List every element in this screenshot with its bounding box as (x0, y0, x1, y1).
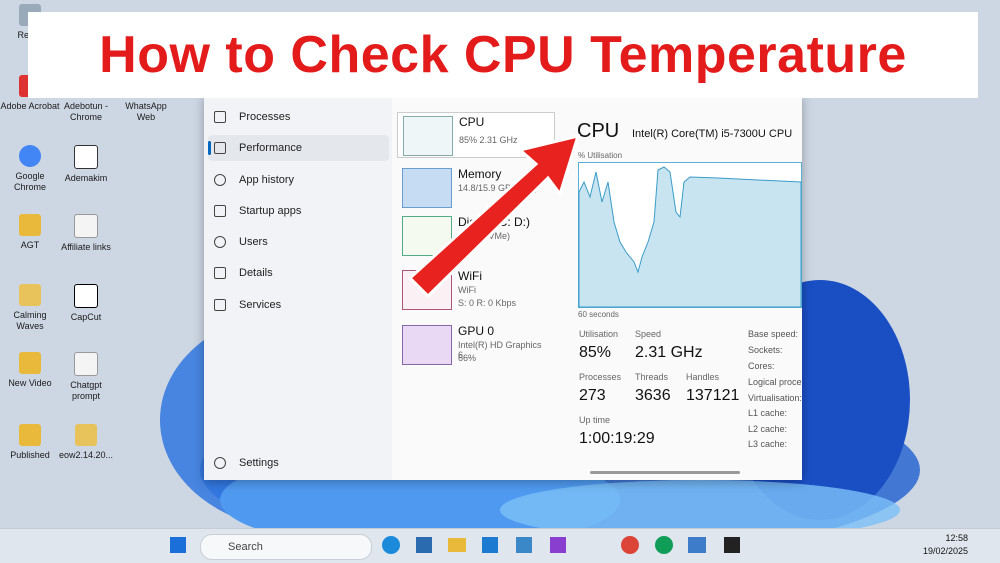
search-box[interactable]: Search (200, 534, 372, 560)
spec-label: L1 cache: (748, 408, 788, 418)
icon-label: eow2.14.20... (58, 450, 114, 460)
desktop-icon[interactable]: Published (0, 424, 60, 461)
spec-label: L2 cache: (748, 424, 788, 434)
icon-label: WhatsApp Web (125, 101, 167, 122)
spec-label: Cores: (748, 361, 775, 371)
nav-item[interactable]: Settings (214, 457, 279, 469)
stat-value: 2.31 GHz (635, 344, 703, 361)
device-detail: 85% 2.31 GHz (459, 135, 518, 145)
nav-label: Users (239, 236, 268, 248)
stat-value: 1:00:19:29 (579, 430, 655, 447)
start-button[interactable] (170, 537, 186, 553)
stat-label: Threads (635, 372, 669, 382)
stat-label: Speed (635, 329, 662, 339)
taskbar (0, 528, 1000, 563)
device-detail: 66% (458, 353, 477, 363)
desktop-icon[interactable]: eow2.14.20... (56, 424, 116, 461)
taskbar-apps (382, 536, 740, 554)
nav-selection (208, 135, 389, 161)
desktop-icon[interactable]: Calming Waves (0, 284, 60, 332)
device-name: GPU 0 (458, 324, 495, 338)
icon-label: Google Chrome (13, 171, 46, 192)
spec-label: Logical proce (748, 377, 802, 387)
device-detail: WiFi (458, 285, 476, 295)
icon-label: Chatgpt prompt (70, 380, 102, 401)
graph-span: 60 seconds (578, 310, 619, 319)
detail-title: CPU (577, 120, 620, 142)
nav-item[interactable]: Details (214, 267, 273, 279)
thumb (402, 325, 452, 365)
device-item[interactable]: Memory 14.8/15.9 GB (93%) (397, 165, 555, 211)
device-detail: S: 0 R: 0 Kbps (458, 298, 517, 308)
nav-label: Settings (239, 457, 279, 469)
nav-item[interactable]: Processes (214, 111, 290, 123)
stat-label: Up time (579, 415, 611, 425)
nav-label: Details (239, 267, 273, 279)
clock-time: 12:58 (945, 533, 968, 543)
nav-label: Performance (239, 142, 302, 154)
thumb (403, 116, 453, 156)
utilisation-graph (578, 162, 802, 308)
scrollbar[interactable] (590, 471, 740, 474)
stat-value: 85% (579, 344, 612, 361)
icon-label: Calming Waves (13, 310, 47, 331)
icon-label: AGT (20, 240, 40, 250)
stat-value: 273 (579, 387, 606, 404)
stat-label: Processes (579, 372, 622, 382)
device-detail: 14.8/15.9 GB (93%) (458, 183, 538, 193)
icon-label: CapCut (70, 312, 102, 322)
icon-label: New Video (8, 378, 52, 388)
nav-item[interactable]: Performance (214, 142, 302, 154)
clock-date: 19/02/2025 (922, 546, 968, 556)
desktop-icon[interactable]: Ademakim (56, 145, 116, 184)
desktop-icon[interactable]: AGT (0, 214, 60, 251)
thumb (402, 216, 452, 256)
nav-item[interactable]: Startup apps (214, 205, 301, 217)
banner-title: How to Check CPU Temperature (28, 12, 978, 98)
desktop-icon[interactable]: Affiliate links (56, 214, 116, 253)
desktop-icon[interactable]: New Video (0, 352, 60, 389)
nav-label: App history (239, 174, 295, 186)
stat-value: 3636 (635, 387, 671, 404)
stat-label: Handles (686, 372, 720, 382)
desktop-icon[interactable]: Chatgpt prompt (56, 352, 116, 402)
icon-label: Affiliate links (61, 242, 111, 252)
cpu-model: Intel(R) Core(TM) i5-7300U CPU (632, 128, 793, 140)
icon-label: Ademakim (64, 173, 108, 183)
nav-label: Startup apps (239, 205, 302, 217)
icon-label: Adobe Acrobat (0, 101, 60, 111)
nav-item[interactable]: Services (214, 299, 281, 311)
spec-label: Sockets: (748, 345, 783, 355)
nav-indicator (208, 141, 211, 155)
nav-label: Processes (239, 111, 291, 123)
spec-label: L3 cache: (748, 439, 788, 449)
spec-label: Virtualisation: (748, 393, 802, 403)
device-name: Memory (458, 167, 502, 181)
stat-value: 137121 (686, 387, 740, 404)
device-detail: Intel(R) HD Graphics 6... (458, 340, 542, 360)
stat-label: Utilisation (579, 329, 619, 339)
icon-label: Published (10, 450, 50, 460)
nav-item[interactable]: App history (214, 174, 294, 186)
desktop-icon[interactable]: CapCut (56, 284, 116, 323)
nav-label: Services (239, 299, 282, 311)
thumb (402, 168, 452, 208)
nav-item[interactable]: Users (214, 236, 268, 248)
search-placeholder: Search (228, 541, 263, 553)
graph-label: % Utilisation (578, 151, 623, 160)
desktop-icon[interactable]: Google Chrome (0, 145, 60, 193)
icon-label: Adebotun - Chrome (63, 101, 109, 122)
device-name: CPU (459, 115, 485, 129)
device-name: WiFi (458, 269, 482, 283)
spec-label: Base speed: (748, 329, 799, 339)
device-item[interactable]: GPU 0 Intel(R) HD Graphics 6... 66% (397, 322, 555, 368)
